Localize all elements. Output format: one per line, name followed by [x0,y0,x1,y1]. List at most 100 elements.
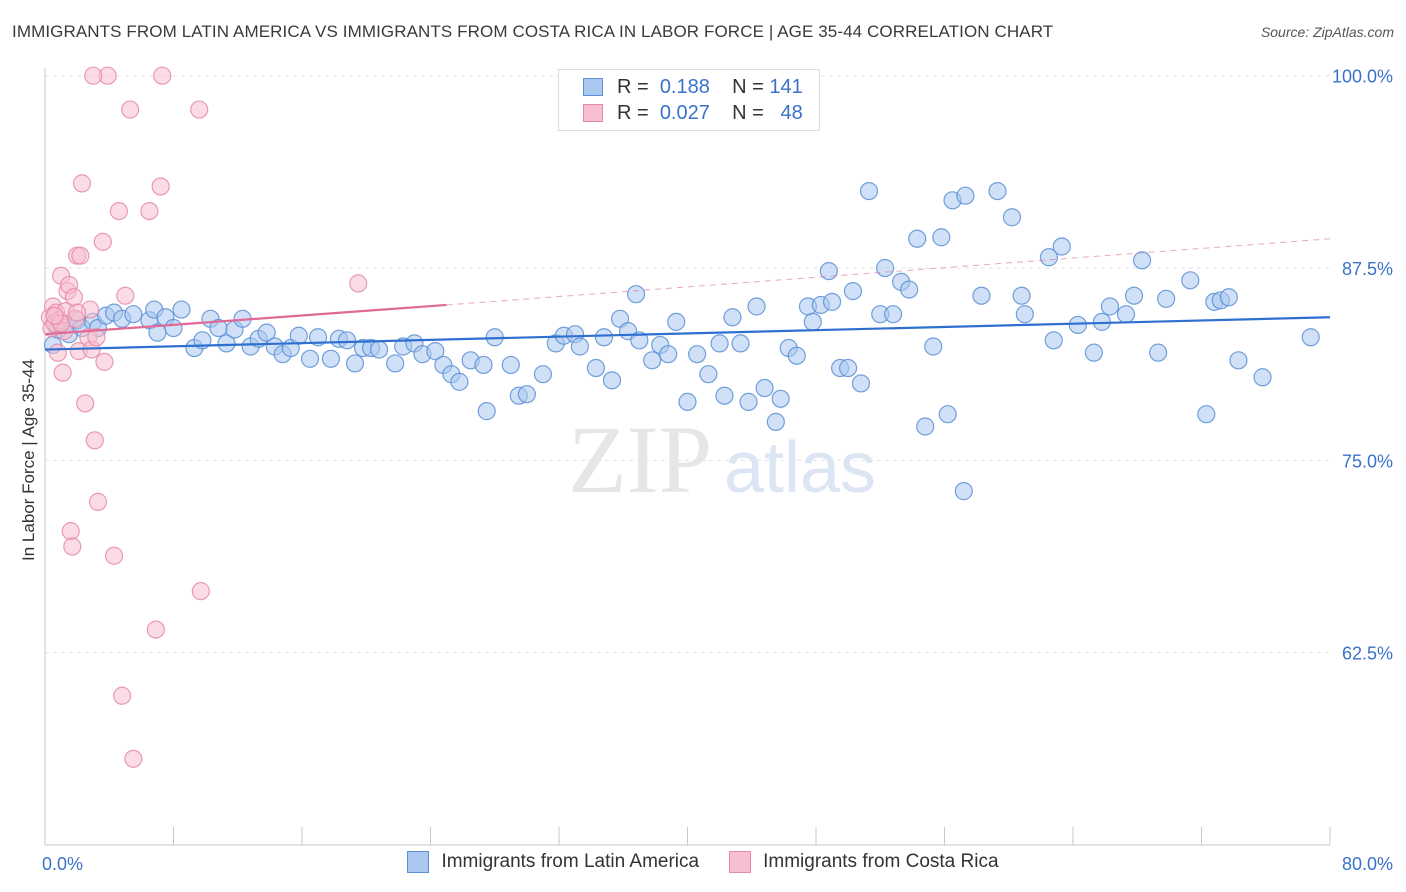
latin-america-point [1052,237,1071,256]
latin-america-point [851,374,871,393]
costa-rica-point [88,492,108,511]
legend-swatch-blue [583,78,603,96]
latin-america-point [710,334,729,353]
costa-rica-point [121,100,140,119]
costa-rica-point [76,394,95,413]
latin-america-point [386,354,405,373]
latin-america-point [667,312,686,331]
watermark-zip: ZIP [568,406,712,513]
costa-rica-point [48,343,67,362]
y-axis-label: In Labor Force | Age 35-44 [19,359,38,561]
r-value: 0.188 [659,75,710,98]
latin-america-point [715,386,734,405]
latin-america-point [1015,305,1034,324]
y-tick-label: 100.0% [1332,67,1393,87]
costa-rica-point [124,749,143,768]
series-legend: Immigrants from Latin America Immigrants… [0,851,1406,873]
data-points [40,66,1320,768]
latin-america-point [1124,286,1144,305]
costa-rica-point [63,537,82,556]
costa-rica-point [72,174,92,193]
latin-america-point [843,281,863,301]
latin-america-point [787,346,806,365]
n-value: 48 [780,101,803,124]
axes [44,68,1331,846]
latin-america-point [688,345,707,364]
costa-rica-point [93,232,112,251]
latin-america-point [643,351,662,370]
legend-row-costa-rica: R = 0.027 N = 48 [583,100,803,126]
legend-swatch-blue [407,851,430,873]
latin-america-point [988,181,1007,201]
n-label: N = [732,101,764,124]
latin-america-point [164,318,183,338]
costa-rica-point [349,274,368,293]
latin-america-point [900,280,919,299]
costa-rica-point [140,201,159,221]
latin-america-point [1229,351,1248,370]
latin-america-point [972,286,991,305]
latin-america-point [345,354,365,373]
costa-rica-point [95,352,114,371]
latin-america-point [586,358,606,378]
costa-rica-point [45,306,64,325]
latin-america-point [477,402,496,421]
costa-rica-point [116,286,135,305]
latin-america-point [731,334,750,353]
costa-rica-point [146,620,165,639]
latin-america-point [723,308,742,327]
latin-america-point [739,392,758,411]
latin-america-point [289,326,308,345]
latin-america-point [217,334,236,353]
legend-swatch-pink [729,851,752,873]
latin-america-point [766,412,785,431]
latin-america-point [626,285,646,304]
latin-america-point [908,229,927,248]
latin-america-point [1197,405,1216,424]
latin-america-point [1084,343,1103,362]
legend-item-costa-rica[interactable]: Immigrants from Costa Rica [729,851,999,873]
latin-america-point [659,345,678,364]
latin-america-point [932,228,951,247]
r-label: R = [617,101,649,124]
legend-row-latin-america: R = 0.188 N = 141 [583,74,803,100]
costa-rica-point [104,546,124,565]
costa-rica-point [112,686,132,705]
latin-america-point [517,385,536,404]
costa-rica-trend-line [44,303,447,336]
latin-america-point [1039,248,1059,267]
legend-item-latin-america[interactable]: Immigrants from Latin America [407,851,699,873]
latin-america-point [1149,343,1168,362]
costa-rica-point [190,100,209,119]
costa-rica-point [68,303,87,322]
latin-america-trend-line [44,316,1331,351]
trend-lines [44,238,1331,351]
latin-america-point [822,292,842,311]
latin-america-point [450,372,469,391]
costa-rica-point [61,522,80,541]
latin-america-point [771,389,790,408]
latin-america-point [1100,297,1120,316]
stats-legend: R = 0.188 N = 141 R = 0.027 N = 48 [558,69,820,131]
latin-america-point [1219,288,1238,307]
latin-america-point [1068,315,1087,335]
y-tick-label: 87.5% [1342,259,1393,279]
latin-america-point [1157,289,1176,308]
costa-rica-point [85,431,104,450]
tick-labels: 62.5% 75.0% 87.5% 100.0% 0.0% 80.0% [42,67,1393,874]
costa-rica-point [153,66,172,85]
costa-rica-point [191,582,210,601]
costa-rica-point [109,201,128,221]
costa-rica-point [84,66,103,85]
latin-america-point [755,378,774,398]
latin-america-point [747,297,766,316]
latin-america-point [699,365,718,384]
watermark-atlas: atlas [724,428,876,508]
latin-america-point [1002,208,1022,227]
latin-america-point [956,186,975,205]
legend-label: Immigrants from Latin America [441,851,700,872]
n-label: N = [732,75,764,98]
costa-rica-trend-extension [446,238,1331,306]
latin-america-point [1301,328,1320,347]
